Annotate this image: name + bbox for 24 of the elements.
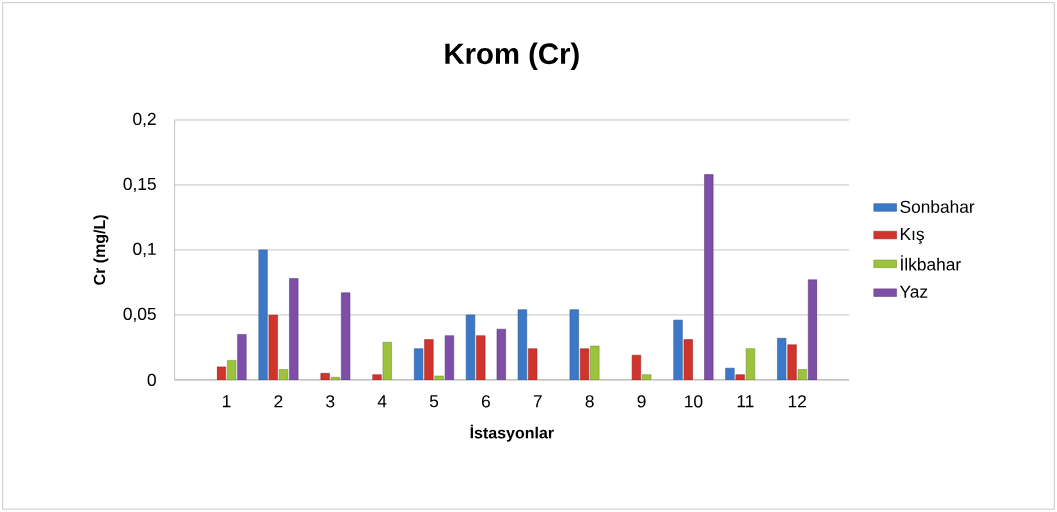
x-tick-label: 7 (533, 395, 542, 408)
legend-label: İlkbahar (901, 255, 961, 271)
legend-label: Kış (900, 228, 924, 244)
y-tick-label: 0,05 (123, 307, 156, 323)
chart-title: Krom (Cr) (445, 42, 579, 71)
y-tick-label: 0,15 (123, 177, 156, 193)
x-axis-title: İstasyonlar (470, 424, 554, 442)
y-tick-label: 0,2 (133, 112, 156, 128)
x-tick-label: 3 (326, 395, 335, 408)
y-tick-label: 0,1 (133, 242, 156, 258)
x-tick-label: 1 (223, 395, 231, 408)
y-tick-label: 0 (147, 373, 156, 387)
legend-label: Yaz (899, 285, 928, 298)
x-tick-label: 12 (788, 395, 806, 408)
x-tick-label: 9 (637, 395, 646, 408)
x-tick-label: 10 (685, 395, 703, 408)
x-tick-label: 6 (481, 395, 490, 408)
legend-label: Sonbahar (900, 200, 975, 214)
x-tick-label: 4 (377, 395, 387, 408)
x-tick-label: 2 (274, 395, 283, 408)
y-axis-title: Cr (mg/L) (93, 215, 109, 285)
x-tick-label: 5 (429, 395, 439, 408)
x-tick-label: 11 (737, 395, 754, 408)
x-tick-label: 8 (585, 395, 594, 408)
